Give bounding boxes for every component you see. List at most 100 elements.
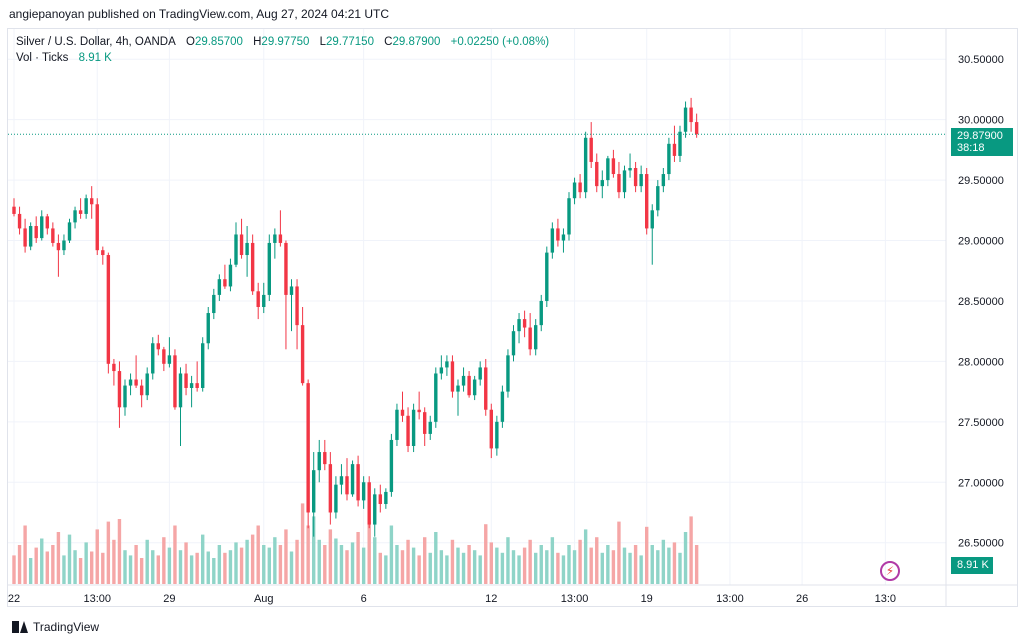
candle-body — [295, 286, 299, 326]
volume-bar — [239, 547, 244, 584]
candle-body — [428, 421, 432, 434]
grid-lines — [8, 29, 946, 585]
candle-body — [395, 409, 399, 440]
candle-body — [189, 383, 194, 388]
candle-body — [556, 228, 560, 241]
volume-bar — [256, 525, 260, 584]
candle-body — [12, 206, 16, 214]
volume-bar — [595, 537, 599, 584]
candle-body — [445, 361, 449, 368]
volume-bar — [678, 552, 682, 584]
volume-bar — [289, 551, 294, 584]
volume-bar — [306, 525, 310, 584]
price-tick-label: 28.50000 — [958, 296, 1004, 308]
volume-bar — [672, 542, 677, 584]
flash-icon[interactable]: ⚡ — [880, 561, 900, 581]
candle-body — [639, 174, 643, 187]
legend-row-ohlc: Silver / U.S. Dollar, 4h, OANDA O29.8570… — [16, 34, 549, 50]
volume-bar — [339, 545, 344, 584]
volume-bar — [539, 545, 543, 584]
candle-body — [212, 294, 216, 314]
candle-body — [595, 161, 599, 187]
candle-body — [106, 255, 111, 364]
candle-body — [617, 174, 621, 193]
volume-bar — [17, 545, 22, 584]
tradingview-logo-icon — [12, 621, 28, 633]
candle-body — [522, 319, 527, 328]
volume-bar — [617, 521, 621, 584]
candle-body — [339, 476, 344, 485]
candle-body — [56, 242, 61, 251]
volume-bar — [384, 555, 388, 584]
candle-body — [323, 452, 327, 465]
volume-bar — [234, 542, 238, 584]
candle-body — [228, 264, 233, 287]
volume-bar — [500, 552, 505, 584]
candle-body — [134, 379, 138, 386]
candle-body — [478, 367, 482, 380]
candle-body — [678, 131, 682, 156]
candle-body — [600, 180, 604, 187]
time-tick-label: 12 — [485, 593, 497, 605]
chart-frame[interactable] — [7, 28, 1018, 607]
volume-bar — [411, 547, 416, 584]
volume-bar — [428, 552, 432, 584]
candle-body — [173, 355, 177, 408]
price-tick-label: 26.50000 — [958, 538, 1004, 550]
volume-bars — [12, 503, 699, 584]
volume-bar — [628, 552, 632, 584]
volume-bar — [278, 545, 283, 584]
volume-bar — [506, 537, 510, 584]
candle-body — [378, 494, 382, 505]
volume-bar — [589, 547, 593, 584]
volume-bar — [517, 555, 521, 584]
volume-bar — [550, 537, 555, 584]
candle-body — [156, 343, 160, 350]
volume-bar — [478, 555, 482, 584]
candle-body — [456, 385, 460, 392]
volume-bar — [361, 547, 366, 584]
volume-bar — [373, 537, 377, 584]
legend-symbol[interactable]: Silver / U.S. Dollar, 4h, OANDA — [16, 36, 176, 48]
volume-bar — [600, 552, 604, 584]
volume-bar — [395, 545, 399, 584]
volume-bar — [367, 521, 371, 584]
candle-body — [262, 294, 266, 307]
candle-body — [384, 491, 388, 505]
volume-bar — [145, 539, 149, 584]
price-tick-label: 30.50000 — [958, 54, 1004, 66]
volume-bar — [273, 537, 277, 584]
candle-body — [534, 325, 538, 350]
candle-body — [467, 375, 471, 396]
candle-body — [234, 234, 238, 265]
volume-bar — [134, 545, 138, 584]
volume-bar — [434, 532, 438, 584]
volume-bar — [561, 555, 566, 584]
volume-bar — [578, 539, 582, 584]
candle-body — [423, 412, 427, 434]
volume-bar — [95, 529, 99, 584]
candle-body — [128, 379, 133, 386]
time-tick-label: 13:00 — [716, 593, 744, 605]
candle-body — [273, 234, 277, 243]
candle-body — [300, 325, 305, 384]
volume-bar — [423, 537, 427, 584]
volume-bar — [206, 551, 210, 584]
candle-body — [289, 286, 294, 295]
volume-bar — [189, 555, 194, 584]
volume-bar — [350, 542, 355, 584]
volume-bar — [295, 539, 299, 584]
volume-bar — [300, 503, 305, 584]
candle-body — [40, 216, 44, 239]
volume-bar — [56, 532, 61, 584]
volume-bar — [90, 551, 94, 584]
volume-bar — [250, 534, 255, 584]
volume-bar — [356, 532, 360, 584]
volume-bar — [472, 550, 477, 584]
candle-body — [67, 222, 72, 241]
volume-bar — [639, 555, 643, 584]
legend-volume-label[interactable]: Vol · Ticks — [16, 52, 69, 64]
volume-bar — [661, 539, 666, 584]
candle-body — [17, 213, 22, 229]
